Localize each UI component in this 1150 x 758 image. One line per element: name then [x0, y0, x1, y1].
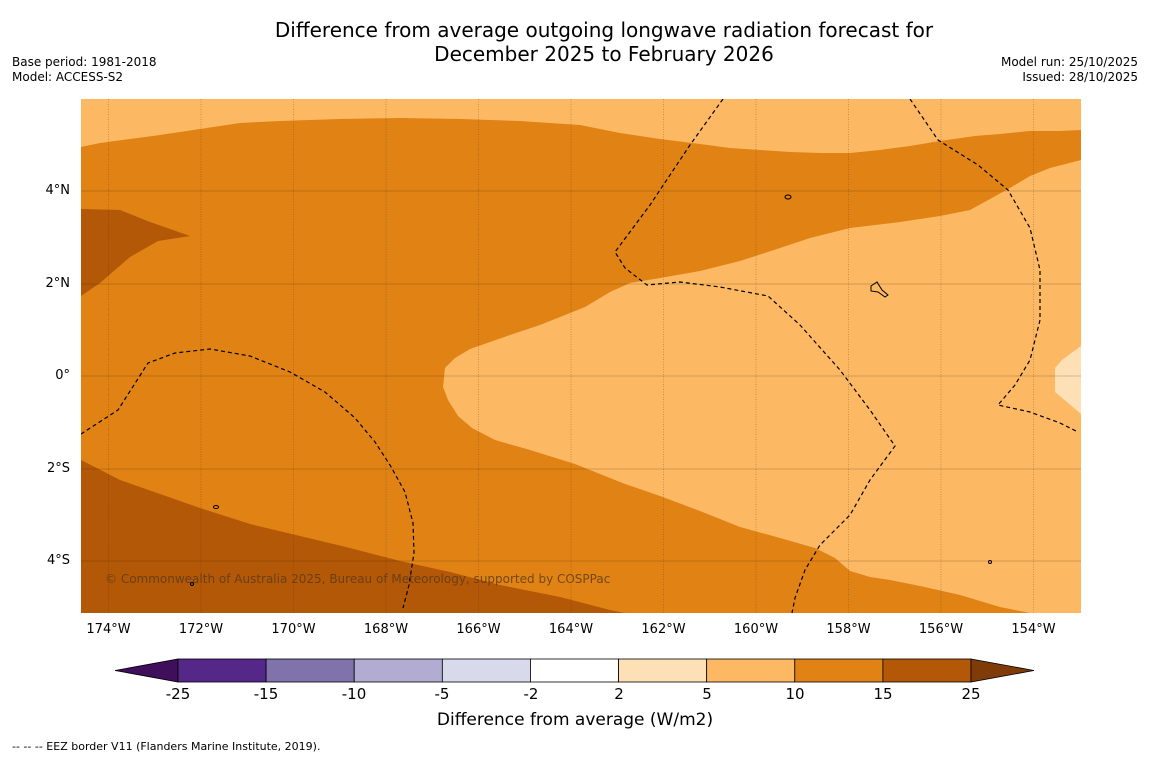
lon-label-160w: 160°W [733, 622, 779, 637]
island-outline [784, 194, 792, 200]
lon-label-164w: 164°W [548, 622, 594, 637]
title-line-1: Difference from average outgoing longwav… [274, 18, 934, 42]
colorbar-segment [706, 658, 796, 683]
colorbar [114, 658, 1035, 683]
chart-title: Difference from average outgoing longwav… [0, 18, 1150, 66]
lat-label-4n: 4°N [45, 183, 71, 198]
colorbar-tick-label: -2 [523, 685, 539, 703]
colorbar-segment [794, 658, 884, 683]
colorbar-segment [882, 658, 972, 683]
issued-date: Issued: 28/10/2025 [1022, 70, 1138, 84]
eez-border-west [81, 348, 415, 609]
map-area [81, 99, 1081, 613]
colorbar-tick-label: 5 [702, 685, 712, 703]
eez-borders [81, 99, 1079, 613]
latitude-gridlines [81, 190, 1081, 562]
lon-label-162w: 162°W [641, 622, 686, 637]
colorbar-segment [530, 658, 619, 683]
lat-label-0: 0° [55, 368, 70, 383]
lat-label-2s: 2°S [46, 461, 70, 476]
colorbar-segment [618, 658, 708, 683]
colorbar-segment [177, 658, 267, 683]
colorbar-extend-min [114, 658, 179, 683]
anomaly-band-15-25-northwest [81, 209, 190, 296]
colorbar-tick-label: 15 [873, 685, 893, 703]
lon-label-170w: 170°W [271, 622, 316, 637]
colorbar-tick-label: -5 [434, 685, 450, 703]
lon-label-158w: 158°W [826, 622, 871, 637]
lon-label-156w: 156°W [918, 622, 964, 637]
eez-border-east [909, 99, 1079, 433]
eez-footnote: -- -- -- EEZ border V11 (Flanders Marine… [12, 740, 321, 753]
colorbar-tick-label: -15 [253, 685, 279, 703]
colorbar-segment [265, 658, 355, 683]
colorbar-tick-label: -25 [165, 685, 191, 703]
eez-border-central [614, 99, 896, 613]
colorbar-tick-label: 2 [614, 685, 624, 703]
islands [190, 194, 992, 586]
lat-label-4s: 4°S [46, 553, 70, 568]
base-period: Base period: 1981-2018 [12, 55, 157, 69]
colorbar-tick-label: 25 [961, 685, 981, 703]
copyright-text: © Commonwealth of Australia 2025, Bureau… [105, 572, 611, 586]
model-name: Model: ACCESS-S2 [12, 70, 124, 84]
island-outline [190, 582, 194, 586]
island-outline [988, 560, 992, 564]
island-outline [213, 505, 219, 509]
lon-label-166w: 166°W [456, 622, 501, 637]
title-line-2: December 2025 to February 2026 [434, 42, 774, 66]
colorbar-segment [353, 658, 443, 683]
colorbar-tick-label: 10 [785, 685, 805, 703]
lon-label-154w: 154°W [1011, 622, 1056, 637]
model-run: Model run: 25/10/2025 [1000, 55, 1138, 69]
anomaly-band-5-10-central [443, 160, 1081, 613]
lon-label-172w: 172°W [178, 622, 224, 637]
colorbar-tick-label: -10 [341, 685, 367, 703]
meta-left: Base period: 1981-2018 Model: ACCESS-S2 [12, 55, 157, 85]
anomaly-band-5-10-north [81, 99, 1081, 153]
colorbar-segment [441, 658, 531, 683]
meta-right: Model run: 25/10/2025 Issued: 28/10/2025 [1001, 55, 1138, 85]
anomaly-band-15-25-southwest [81, 460, 625, 613]
colorbar-extend-max [970, 658, 1035, 683]
gridlines [108, 99, 1034, 613]
anomaly-band-2-5 [1055, 346, 1081, 414]
lon-label-168w: 168°W [363, 622, 409, 637]
lat-label-2n: 2°N [45, 276, 71, 291]
island-outline [870, 281, 889, 298]
colorbar-title: Difference from average (W/m2) [436, 710, 714, 730]
lon-label-174w: 174°W [86, 622, 131, 637]
